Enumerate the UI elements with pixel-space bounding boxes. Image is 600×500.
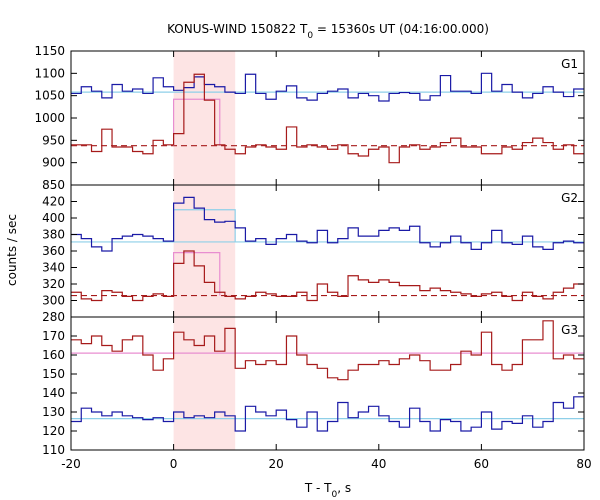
panel-g2 bbox=[71, 196, 584, 302]
y-tick-label: 340 bbox=[42, 261, 65, 275]
panel-label-g3: G3 bbox=[561, 323, 578, 337]
y-tick-label: 950 bbox=[42, 133, 65, 147]
panel-label-g1: G1 bbox=[561, 57, 578, 71]
x-axis-label-suffix: , s bbox=[337, 481, 351, 495]
y-tick-label: 400 bbox=[42, 211, 65, 225]
x-axis-label: T - T0, s bbox=[304, 481, 351, 500]
y-tick-label: 160 bbox=[42, 348, 65, 362]
frame-layer: 8509009501000105011001150G12803003203403… bbox=[34, 44, 591, 471]
x-tick-label: 80 bbox=[576, 457, 591, 471]
panels-layer bbox=[71, 72, 584, 432]
y-tick-label: 380 bbox=[42, 228, 65, 242]
series-g2-0 bbox=[71, 196, 584, 252]
y-tick-label: 130 bbox=[42, 405, 65, 419]
series-g1-1 bbox=[71, 73, 584, 164]
y-tick-label: 1000 bbox=[34, 111, 65, 125]
x-tick-label: 0 bbox=[170, 457, 178, 471]
panel-label-g2: G2 bbox=[561, 191, 578, 205]
peak-box-g1-0 bbox=[173, 98, 221, 146]
panel-frame-g3 bbox=[70, 316, 585, 451]
highlight-band-layer bbox=[173, 51, 236, 450]
y-tick-label: 120 bbox=[42, 424, 65, 438]
y-tick-label: 320 bbox=[42, 277, 65, 291]
panel-frame-g2 bbox=[70, 184, 585, 318]
x-axis-label-sub: 0 bbox=[332, 490, 338, 500]
y-tick-label: 140 bbox=[42, 386, 65, 400]
panel-g3 bbox=[71, 320, 584, 432]
x-tick-label: 40 bbox=[371, 457, 386, 471]
y-tick-label: 1150 bbox=[34, 44, 65, 58]
panel-frame-g1 bbox=[70, 50, 585, 186]
series-g2-1 bbox=[71, 250, 584, 302]
y-tick-label: 900 bbox=[42, 156, 65, 170]
series-g3-1 bbox=[71, 396, 584, 432]
y-tick-label: 300 bbox=[42, 294, 65, 308]
x-tick-label: -20 bbox=[61, 457, 81, 471]
chart-title-prefix: KONUS-WIND 150822 T bbox=[167, 22, 308, 36]
chart-title-suffix: = 15360s UT (04:16:00.000) bbox=[313, 22, 489, 36]
y-axis-label: counts / sec bbox=[5, 214, 19, 286]
y-tick-label: 150 bbox=[42, 367, 65, 381]
y-tick-label: 110 bbox=[42, 443, 65, 457]
y-tick-label: 280 bbox=[42, 310, 65, 324]
panel-g1 bbox=[71, 72, 584, 164]
y-tick-label: 850 bbox=[42, 178, 65, 192]
series-g1-0 bbox=[71, 72, 584, 102]
x-tick-label: 20 bbox=[269, 457, 284, 471]
y-tick-label: 1100 bbox=[34, 66, 65, 80]
y-tick-label: 360 bbox=[42, 244, 65, 258]
y-tick-label: 1050 bbox=[34, 89, 65, 103]
chart-title: KONUS-WIND 150822 T0 = 15360s UT (04:16:… bbox=[167, 22, 489, 41]
x-axis-label-main: T - T bbox=[304, 481, 332, 495]
series-g3-0 bbox=[71, 320, 584, 381]
chart-title-sub: 0 bbox=[307, 31, 313, 41]
x-tick-label: 60 bbox=[474, 457, 489, 471]
highlight-band bbox=[173, 51, 236, 450]
y-tick-label: 170 bbox=[42, 329, 65, 343]
y-tick-label: 420 bbox=[42, 195, 65, 209]
